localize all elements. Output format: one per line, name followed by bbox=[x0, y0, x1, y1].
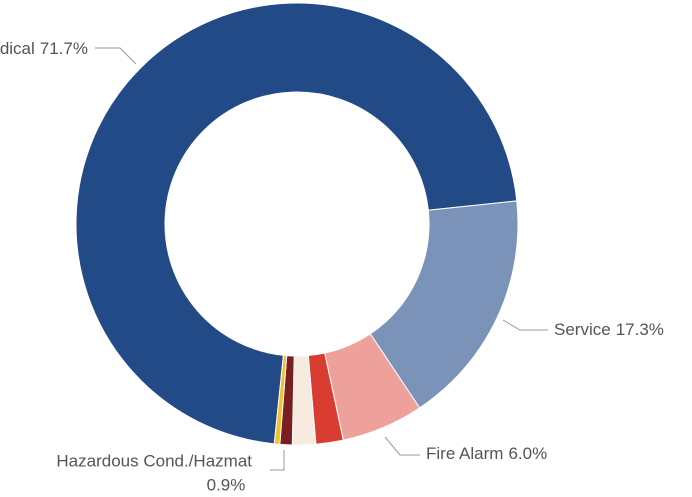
leader-line bbox=[95, 47, 137, 65]
slice-value-label: 0.9% bbox=[207, 475, 246, 494]
slice-value-label: 71.7% bbox=[40, 39, 88, 58]
slice-category: Medical bbox=[0, 39, 35, 58]
leader-line bbox=[270, 450, 285, 471]
leader-line bbox=[502, 319, 548, 331]
slice-label: Medical 71.7% bbox=[0, 39, 88, 58]
slice-category: Fire Alarm bbox=[426, 444, 503, 463]
slice-label: Service 17.3% bbox=[554, 320, 664, 339]
donut-slice bbox=[273, 354, 288, 445]
leader-line bbox=[384, 436, 420, 456]
slice-category: Service bbox=[554, 320, 611, 339]
donut-slice bbox=[75, 2, 518, 445]
slice-label: Fire Alarm 6.0% bbox=[426, 444, 547, 463]
donut-slice bbox=[369, 200, 519, 409]
slice-value-label: 17.3% bbox=[616, 320, 664, 339]
slice-label: Hazardous Cond./Hazmat bbox=[56, 451, 252, 470]
slice-value-label: 6.0% bbox=[508, 444, 547, 463]
